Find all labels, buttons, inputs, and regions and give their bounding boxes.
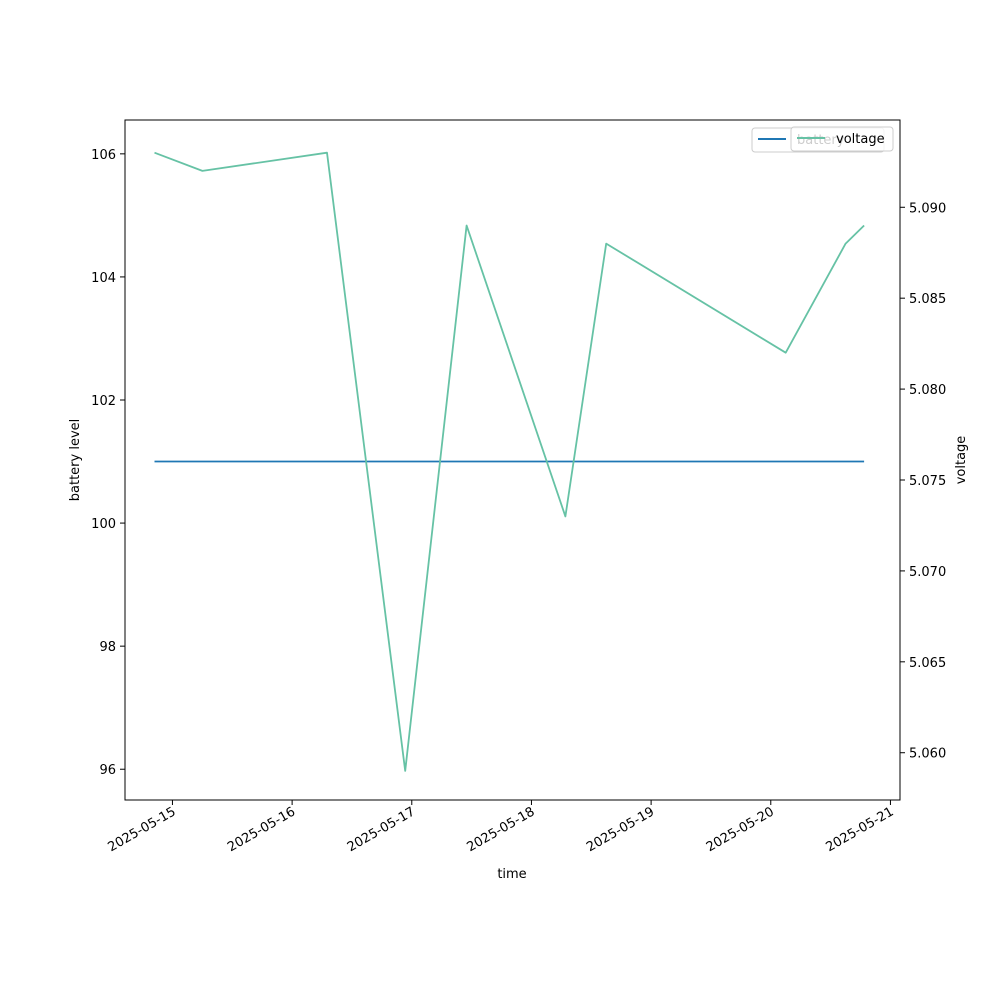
plot-frame — [124, 119, 901, 801]
y-left-tick-label: 100 — [91, 517, 116, 532]
y-left-tick-label: 106 — [91, 148, 116, 163]
y-left-tick-label: 96 — [99, 763, 116, 778]
legend-voltage-label: voltage — [836, 132, 885, 147]
y-axis-right: 5.060 5.065 5.070 5.075 5.080 5.085 5.090 — [900, 201, 946, 762]
y-left-tick-label: 104 — [91, 271, 116, 286]
y-axis-right-label: voltage — [954, 436, 969, 485]
y-right-tick-label: 5.085 — [909, 292, 946, 307]
y-right-tick-label: 5.090 — [909, 201, 946, 216]
x-axis-label: time — [497, 867, 526, 882]
plot-lines — [154, 151, 865, 772]
y-right-tick-label: 5.075 — [909, 474, 946, 489]
y-left-tick-label: 98 — [99, 640, 116, 655]
y-right-tick-label: 5.060 — [909, 747, 946, 762]
legend-voltage: voltage — [790, 126, 894, 152]
legend-voltage-frame — [790, 126, 894, 152]
y-right-tick-label: 5.070 — [909, 565, 946, 580]
series-line-voltage — [154, 151, 865, 772]
y-axis-left: 96 98 100 102 104 106 — [91, 148, 125, 778]
y-right-tick-label: 5.080 — [909, 383, 946, 398]
y-right-tick-label: 5.065 — [909, 656, 946, 671]
y-left-tick-label: 102 — [91, 394, 116, 409]
y-axis-left-label: battery level — [68, 419, 83, 502]
